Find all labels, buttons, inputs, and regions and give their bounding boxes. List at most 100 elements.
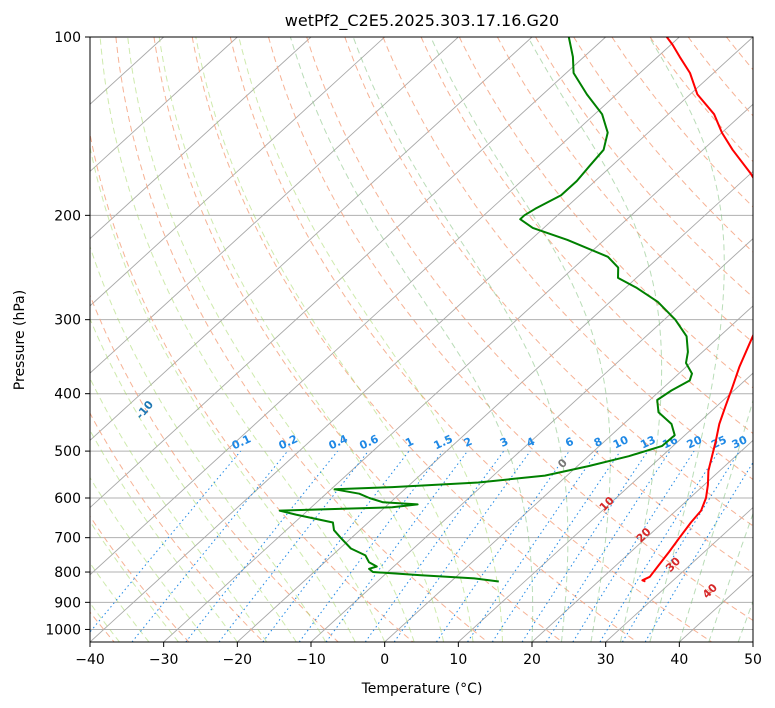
moist-adiabat-line <box>195 37 474 642</box>
dry-adiabat-line <box>268 37 753 622</box>
moist-adiabat-label: 0 <box>555 456 570 471</box>
x-tick-label: −10 <box>296 652 326 668</box>
mixing-ratio-label: 30 <box>730 433 750 451</box>
temperature-profile-line <box>641 37 753 583</box>
isotherm-line <box>90 37 753 642</box>
isotherm-line <box>90 37 606 509</box>
dry-adiabat-line <box>90 412 264 642</box>
mixing-ratio-label: 13 <box>638 433 657 451</box>
mixing-ratio-label: 0.2 <box>277 432 300 452</box>
mixing-ratio-line <box>364 450 505 642</box>
dry-adiabat-line <box>229 37 712 642</box>
moist-adiabat-line <box>90 429 238 642</box>
mixing-ratio-label: 2 <box>462 435 474 450</box>
dry-adiabat-line <box>573 37 753 253</box>
x-axis-label: Temperature (°C) <box>361 681 483 697</box>
dry-adiabat-line <box>344 37 753 527</box>
y-tick-label: 500 <box>54 444 81 460</box>
mixing-ratio-line <box>644 461 753 642</box>
moist-adiabat-line <box>289 37 534 642</box>
mixing-ratio-line <box>572 450 695 642</box>
isotherm-line <box>458 372 753 642</box>
sounding-series <box>278 37 753 583</box>
y-tick-label: 1000 <box>45 622 81 638</box>
isotherm-line <box>90 37 533 441</box>
x-tick-label: 40 <box>670 652 688 668</box>
moist-adiabat-line <box>90 244 327 642</box>
dry-adiabat-line <box>90 515 190 642</box>
x-tick-label: 0 <box>380 652 389 668</box>
mixing-ratio-line <box>599 450 720 642</box>
moist-adiabat-line <box>527 37 663 642</box>
moist-adiabat-line <box>90 520 179 642</box>
y-tick-label: 300 <box>54 313 81 329</box>
mixing-ratio-line <box>467 450 599 642</box>
isotherm-line <box>310 238 753 642</box>
dewpoint-profile-line <box>278 37 693 583</box>
dry-adiabat-line <box>420 37 753 435</box>
mixing-ratio-label: 0.1 <box>230 432 253 452</box>
mixing-ratio-label: 6 <box>563 435 576 450</box>
moist-adiabat-line <box>127 37 415 642</box>
isotherm-line <box>531 439 753 642</box>
moist-adiabat-line <box>90 377 268 642</box>
moist-adiabat-line <box>678 398 753 642</box>
dry-adiabat-line <box>306 37 753 574</box>
mixing-ratio-line <box>621 450 740 642</box>
moist-adiabat-label: 10 <box>597 494 617 514</box>
moist-adiabat-line <box>648 37 725 642</box>
isobar-grid <box>90 37 753 630</box>
isotherms <box>90 37 753 642</box>
mixing-ratio-line <box>545 450 671 642</box>
mixing-ratio-label: 1.5 <box>432 432 455 452</box>
chart-title: wetPf2_C2E5.2025.303.17.16.G20 <box>285 11 559 31</box>
moist-adiabat-line <box>352 37 569 642</box>
mixing-ratio-label: 3 <box>498 435 510 450</box>
dry-adiabat-line <box>153 37 563 642</box>
x-tick-label: 10 <box>449 652 467 668</box>
moist-adiabats <box>90 37 753 642</box>
moist-adiabat-line <box>90 317 297 642</box>
moist-adiabat-line <box>737 599 753 642</box>
y-tick-label: 800 <box>54 565 81 581</box>
mixing-ratio-label: 16 <box>660 433 680 451</box>
mixing-ratio-line <box>218 450 369 642</box>
mixing-ratio-label: 0.4 <box>327 432 350 452</box>
isotherm-line <box>237 170 753 642</box>
mixing-ratio-line <box>90 450 242 633</box>
y-tick-label: 600 <box>54 491 81 507</box>
x-tick-label: −40 <box>75 652 105 668</box>
mixing-ratio-line <box>262 450 410 642</box>
moist-adiabat-line <box>99 37 386 642</box>
mixing-ratio-line <box>131 450 288 642</box>
isotherm-line <box>90 37 238 173</box>
y-tick-label: 400 <box>54 387 81 403</box>
mixing-ratio-label: 1 <box>403 435 415 450</box>
isotherm-line <box>90 37 385 307</box>
y-tick-label: 100 <box>54 30 81 46</box>
x-tick-label: −20 <box>223 652 253 668</box>
x-tick-label: 30 <box>597 652 615 668</box>
mixing-ratio-line <box>393 450 531 642</box>
mixing-ratio-line <box>325 450 468 642</box>
dry-adiabat-line <box>90 131 414 642</box>
x-tick-label: −30 <box>149 652 179 668</box>
x-tick-label: 20 <box>523 652 541 668</box>
mixing-ratio-label: 8 <box>592 435 604 450</box>
y-tick-label: 700 <box>54 531 81 547</box>
dry-adiabat-line <box>115 37 488 642</box>
dry-adiabat-line <box>687 37 753 117</box>
dry-adiabat-label: -10 <box>133 398 156 422</box>
mixing-ratio-line <box>521 450 649 642</box>
isotherm-line <box>90 37 680 576</box>
y-axis-label: Pressure (hPa) <box>12 290 28 390</box>
dry-adiabat-line <box>496 37 753 344</box>
isotherm-line <box>752 641 753 642</box>
axes: −40 −30 −20 −10 0 10 20 30 40 5010020030040050060… <box>45 30 762 668</box>
dry-adiabats <box>90 37 753 642</box>
mixing-ratio-line <box>491 450 621 642</box>
plot-frame <box>89 36 754 643</box>
dry-adiabat-line <box>382 37 753 481</box>
moist-adiabat-line <box>238 37 503 642</box>
isotherm-line <box>384 305 753 642</box>
